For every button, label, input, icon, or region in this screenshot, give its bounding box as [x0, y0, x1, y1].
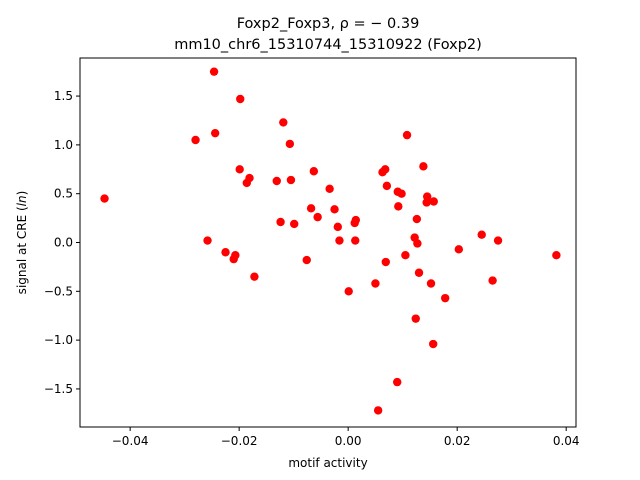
data-point-20: [306, 204, 316, 213]
data-point-32: [373, 406, 383, 415]
data-point-21: [309, 167, 319, 176]
y-tick-label-2: 0.5: [54, 187, 73, 201]
data-point-41: [401, 250, 410, 260]
data-point-55: [454, 245, 464, 254]
data-point-2: [203, 236, 212, 245]
data-points: [100, 67, 561, 415]
data-point-12: [250, 272, 259, 281]
y-tick-label-3: 0.0: [54, 236, 73, 250]
data-point-58: [493, 236, 503, 245]
data-point-59: [552, 250, 561, 260]
data-point-45: [412, 214, 422, 224]
data-point-39: [394, 202, 403, 211]
data-point-34: [381, 165, 390, 174]
data-point-51: [426, 279, 436, 288]
data-point-15: [279, 118, 288, 127]
data-point-18: [290, 219, 299, 229]
x-tick-label-4: 0.04: [553, 434, 580, 448]
data-point-7: [231, 250, 240, 260]
data-point-35: [381, 257, 390, 267]
data-point-56: [477, 230, 486, 239]
data-point-47: [414, 268, 424, 277]
data-point-9: [235, 165, 244, 174]
data-point-23: [325, 184, 334, 194]
data-point-40: [397, 189, 406, 198]
data-point-0: [100, 194, 109, 203]
y-axis-label: signal at CRE (ln): [15, 191, 29, 295]
data-point-52: [429, 339, 438, 349]
data-point-54: [440, 293, 450, 303]
data-point-46: [413, 239, 422, 248]
data-point-19: [302, 255, 311, 265]
data-point-53: [429, 197, 438, 206]
data-point-24: [330, 205, 339, 214]
x-tick-label-2: 0.00: [335, 434, 362, 448]
data-point-11: [245, 173, 254, 183]
data-point-27: [344, 287, 353, 296]
y-tick-label-1: 1.0: [54, 138, 73, 152]
x-tick-label-3: 0.02: [444, 434, 471, 448]
data-point-29: [351, 215, 360, 225]
data-point-5: [221, 248, 230, 257]
data-point-4: [210, 128, 220, 138]
x-tick-label-0: −0.04: [112, 434, 149, 448]
data-point-36: [382, 181, 392, 191]
data-point-48: [419, 162, 428, 171]
y-tick-label-4: −0.5: [44, 284, 73, 298]
y-axis-ticks: 1.5 1.0 0.5 0.0 −0.5 −1.0 −1.5: [44, 89, 80, 396]
data-point-31: [371, 279, 380, 288]
y-tick-label-6: −1.5: [44, 382, 73, 396]
x-axis-ticks: −0.04 −0.02 0.00 0.02 0.04: [112, 427, 580, 448]
data-point-30: [351, 236, 360, 245]
data-point-8: [236, 94, 245, 104]
plot-frame: [79, 57, 577, 428]
data-point-57: [488, 276, 497, 285]
chart-title-line1: Foxp2_Foxp3, ρ = − 0.39: [237, 16, 420, 32]
y-tick-label-0: 1.5: [54, 89, 73, 103]
x-axis-label: motif activity: [288, 456, 367, 470]
data-point-44: [411, 314, 420, 323]
data-point-16: [285, 139, 295, 149]
data-point-50: [423, 192, 432, 201]
data-point-37: [393, 377, 402, 387]
data-point-22: [313, 212, 322, 222]
data-point-26: [335, 236, 344, 245]
data-point-1: [191, 135, 200, 145]
data-point-42: [402, 130, 412, 140]
chart-title-line2: mm10_chr6_15310744_15310922 (Foxp2): [174, 37, 482, 53]
data-point-3: [209, 67, 219, 76]
data-point-17: [286, 175, 296, 185]
data-point-14: [276, 217, 285, 227]
y-tick-label-5: −1.0: [44, 333, 73, 347]
x-tick-label-1: −0.02: [221, 434, 258, 448]
data-point-13: [272, 176, 281, 186]
data-point-25: [333, 222, 343, 232]
